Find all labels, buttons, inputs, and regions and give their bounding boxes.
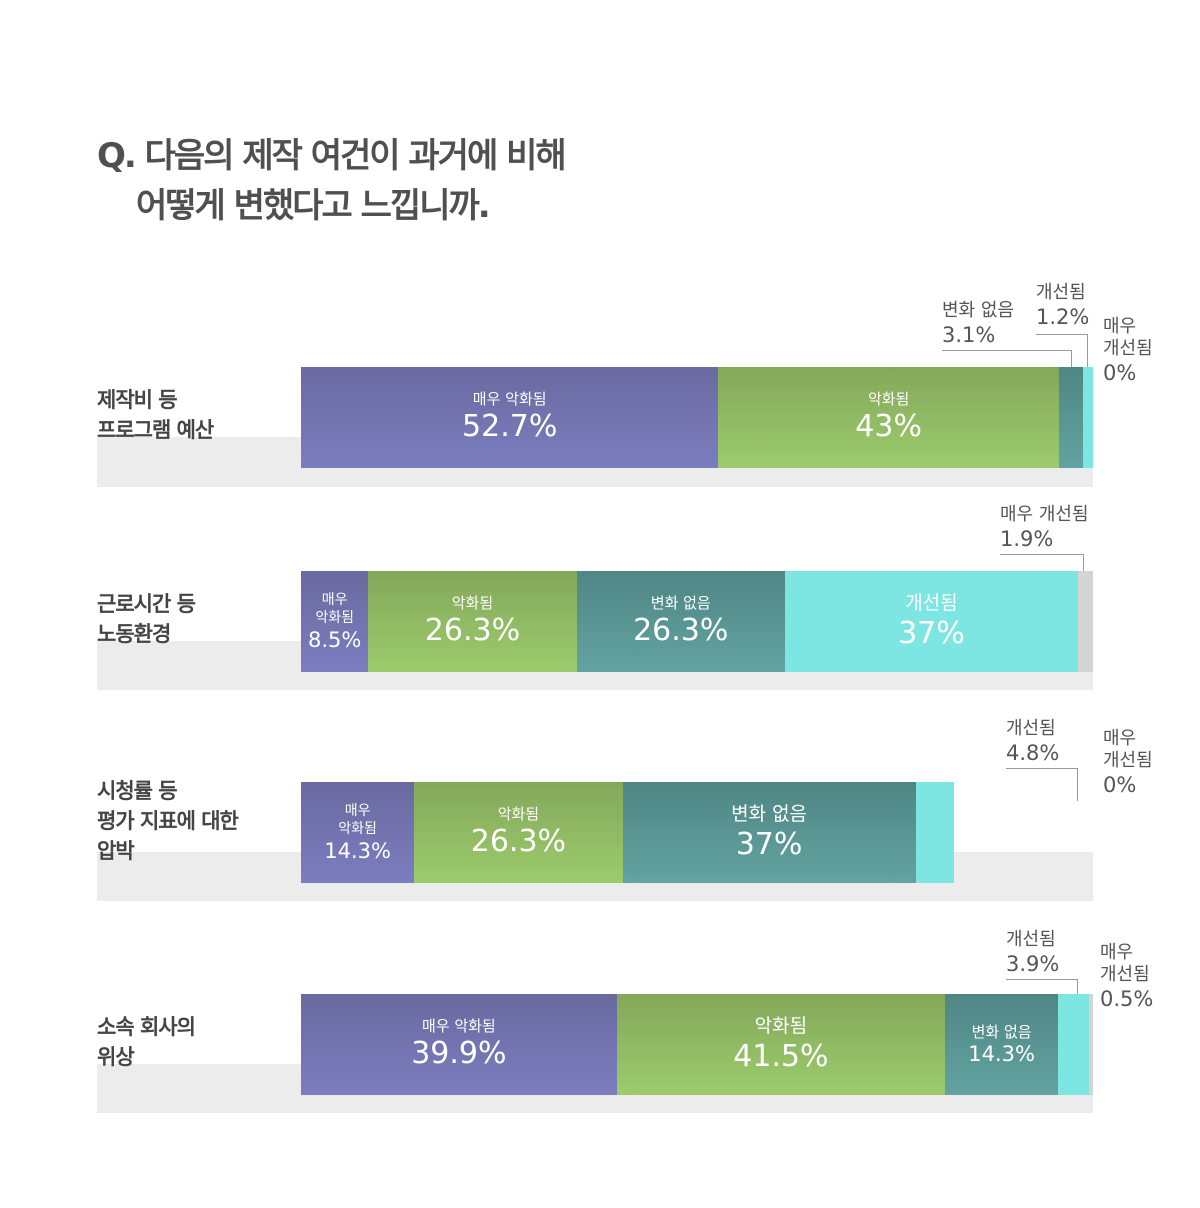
segment-label: 악화됨 [497,804,540,823]
segment-label: 변화 없음 [971,1022,1032,1041]
bar-segment-very-worse: 매우 악화됨 52.7% [301,367,719,468]
segment-label: 악화됨 [315,609,354,626]
segment-label: 악화됨 [338,820,377,837]
callout-row2-very-better: 매우 개선됨 1.9% [1000,504,1089,551]
bar-segment-same [1058,367,1084,468]
segment-label: 매우 [344,802,371,819]
segment-label: 개선됨 [905,591,958,614]
segment-label: 변화 없음 [650,593,711,612]
segment-label: 악화됨 [867,389,910,408]
callout-row1-better: 개선됨 1.2% [1036,282,1090,329]
leader-line [1000,554,1084,587]
bar-segment-worse: 악화됨 26.3% [414,782,623,883]
segment-value: 52.7% [462,408,558,444]
segment-value: 26.3% [633,612,729,648]
bar-segment-very-worse: 매우 악화됨 39.9% [301,994,617,1095]
stacked-bar: 매우 악화됨 8.5% 악화됨 26.3% 변화 없음 26.3% 개선됨 37% [301,571,1093,672]
row-label: 근로시간 등 노동환경 [97,592,196,646]
segment-label: 변화 없음 [731,802,808,825]
bar-segment-very-worse: 매우 악화됨 14.3% [301,782,415,883]
bar-segment-better: 개선됨 37% [784,571,1078,672]
bar-segment-better [1083,367,1093,468]
segment-label: 매우 악화됨 [421,1016,496,1035]
row-label: 제작비 등 프로그램 예산 [97,388,214,442]
row-label: 소속 회사의 위상 [97,1015,196,1069]
bar-segment-very-worse: 매우 악화됨 8.5% [301,571,369,672]
callout-row1-same: 변화 없음 3.1% [942,300,1014,347]
segment-value: 26.3% [424,612,521,648]
leader-line [942,350,1072,381]
segment-label: 매우 악화됨 [472,389,547,408]
callout-row3-better: 개선됨 4.8% [1006,718,1060,765]
callout-row1-very-better: 매우 개선됨 0% [1103,316,1153,385]
segment-value: 37% [735,826,803,862]
bar-segment-same: 변화 없음 26.3% [576,571,785,672]
stacked-bar: 매우 악화됨 52.7% 악화됨 43% [301,367,1093,468]
bar-segment-worse: 악화됨 41.5% [616,994,946,1095]
bar-segment-very-better [1089,994,1093,1095]
segment-value: 39.9% [411,1035,507,1071]
segment-value: 41.5% [733,1038,829,1074]
bar-segment-better [1058,994,1090,1095]
segment-value: 14.3% [968,1041,1035,1066]
segment-value: 14.3% [324,838,391,863]
stacked-bar: 매우 악화됨 39.9% 악화됨 41.5% 변화 없음 14.3% [301,994,1093,1095]
chart-title-line1: Q. 다음의 제작 여건이 과거에 비해 [97,136,567,176]
segment-label: 악화됨 [451,593,494,612]
chart-title-line2: 어떻게 변했다고 느낍니까. [136,186,491,226]
bar-segment-worse: 악화됨 26.3% [368,571,577,672]
callout-row4-very-better: 매우 개선됨 0.5% [1100,942,1154,1011]
callout-row4-better: 개선됨 3.9% [1006,929,1060,976]
segment-label: 악화됨 [754,1014,808,1037]
segment-value: 37% [898,615,965,651]
leader-line [1006,768,1078,801]
row-label: 시청률 등 평가 지표에 대한 압박 [97,779,239,863]
segment-label: 매우 [321,591,348,608]
bar-segment-better [915,782,954,883]
leader-line [1036,334,1088,381]
callout-row3-very-better: 매우 개선됨 0% [1103,728,1153,797]
bar-segment-very-better [1077,571,1093,672]
bar-segment-same: 변화 없음 37% [622,782,916,883]
bar-segment-same: 변화 없음 14.3% [945,994,1059,1095]
segment-value: 43% [855,408,922,444]
bar-segment-worse: 악화됨 43% [718,367,1059,468]
segment-value: 26.3% [470,823,567,859]
segment-value: 8.5% [307,627,362,652]
stacked-bar: 매우 악화됨 14.3% 악화됨 26.3% 변화 없음 37% [301,782,1093,883]
